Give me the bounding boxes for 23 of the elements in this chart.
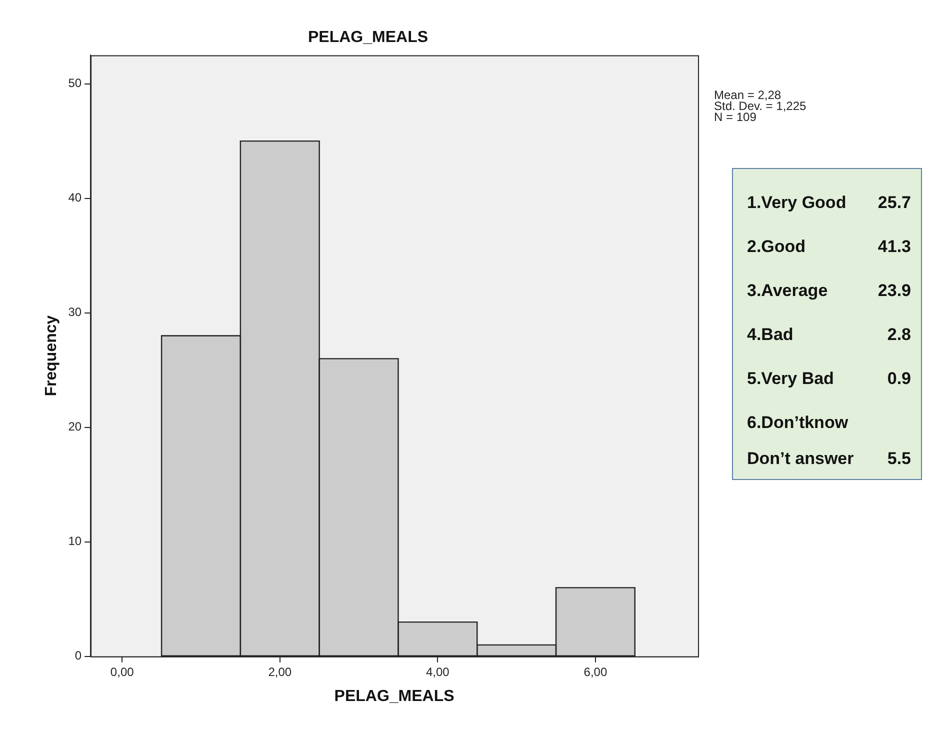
chart-title: PELAG_MEALS <box>308 29 428 46</box>
y-axis-title: Frequency <box>43 315 60 396</box>
y-tick-label: 20 <box>68 420 82 434</box>
text: 5.Very Bad 0.9 <box>747 369 911 388</box>
y-tick-label: 30 <box>68 305 82 320</box>
text: 4.Bad 2.8 <box>747 325 911 344</box>
text: Std. Dev. = 1,225 <box>714 99 806 113</box>
x-axis-title: PELAG_MEALS <box>334 688 455 705</box>
y-tick-label: 0 <box>74 648 82 663</box>
text: 1.Very Good 25.7 <box>747 193 911 212</box>
x-tick-label: 0,00 <box>110 664 134 679</box>
y-tick-label: 40 <box>68 190 82 205</box>
text: Mean = 2,28 <box>714 88 782 102</box>
text: 3.Average 23.9 <box>747 281 911 300</box>
y-tick-label: 10 <box>68 534 82 548</box>
text: 2.Good 41.3 <box>747 237 911 256</box>
x-tick-label: 4,00 <box>426 664 450 679</box>
x-tick-label: 6,00 <box>584 664 608 679</box>
text: Don’t answer 5.5 <box>747 449 911 468</box>
y-tick-label: 50 <box>68 76 82 90</box>
text: 6.Don’tknow <box>747 413 848 433</box>
x-tick-label: 2,00 <box>268 664 292 679</box>
text: N = 109 <box>714 110 756 124</box>
